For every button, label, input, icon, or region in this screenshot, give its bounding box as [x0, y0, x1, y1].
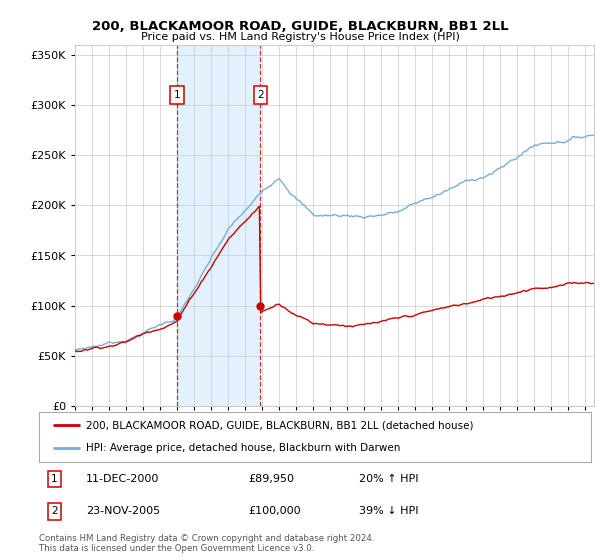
Text: £89,950: £89,950: [249, 474, 295, 484]
Text: Contains HM Land Registry data © Crown copyright and database right 2024.
This d: Contains HM Land Registry data © Crown c…: [39, 534, 374, 553]
Text: HPI: Average price, detached house, Blackburn with Darwen: HPI: Average price, detached house, Blac…: [86, 444, 400, 454]
Text: 23-NOV-2005: 23-NOV-2005: [86, 506, 160, 516]
Text: 39% ↓ HPI: 39% ↓ HPI: [359, 506, 419, 516]
Text: 1: 1: [174, 90, 181, 100]
Text: 2: 2: [51, 506, 58, 516]
Text: 200, BLACKAMOOR ROAD, GUIDE, BLACKBURN, BB1 2LL (detached house): 200, BLACKAMOOR ROAD, GUIDE, BLACKBURN, …: [86, 420, 473, 430]
Text: £100,000: £100,000: [249, 506, 301, 516]
Bar: [177, 45, 260, 406]
Text: 2: 2: [257, 90, 264, 100]
Text: 200, BLACKAMOOR ROAD, GUIDE, BLACKBURN, BB1 2LL: 200, BLACKAMOOR ROAD, GUIDE, BLACKBURN, …: [92, 20, 508, 32]
Text: Price paid vs. HM Land Registry's House Price Index (HPI): Price paid vs. HM Land Registry's House …: [140, 32, 460, 43]
Text: 20% ↑ HPI: 20% ↑ HPI: [359, 474, 419, 484]
Text: 1: 1: [51, 474, 58, 484]
Text: 11-DEC-2000: 11-DEC-2000: [86, 474, 159, 484]
